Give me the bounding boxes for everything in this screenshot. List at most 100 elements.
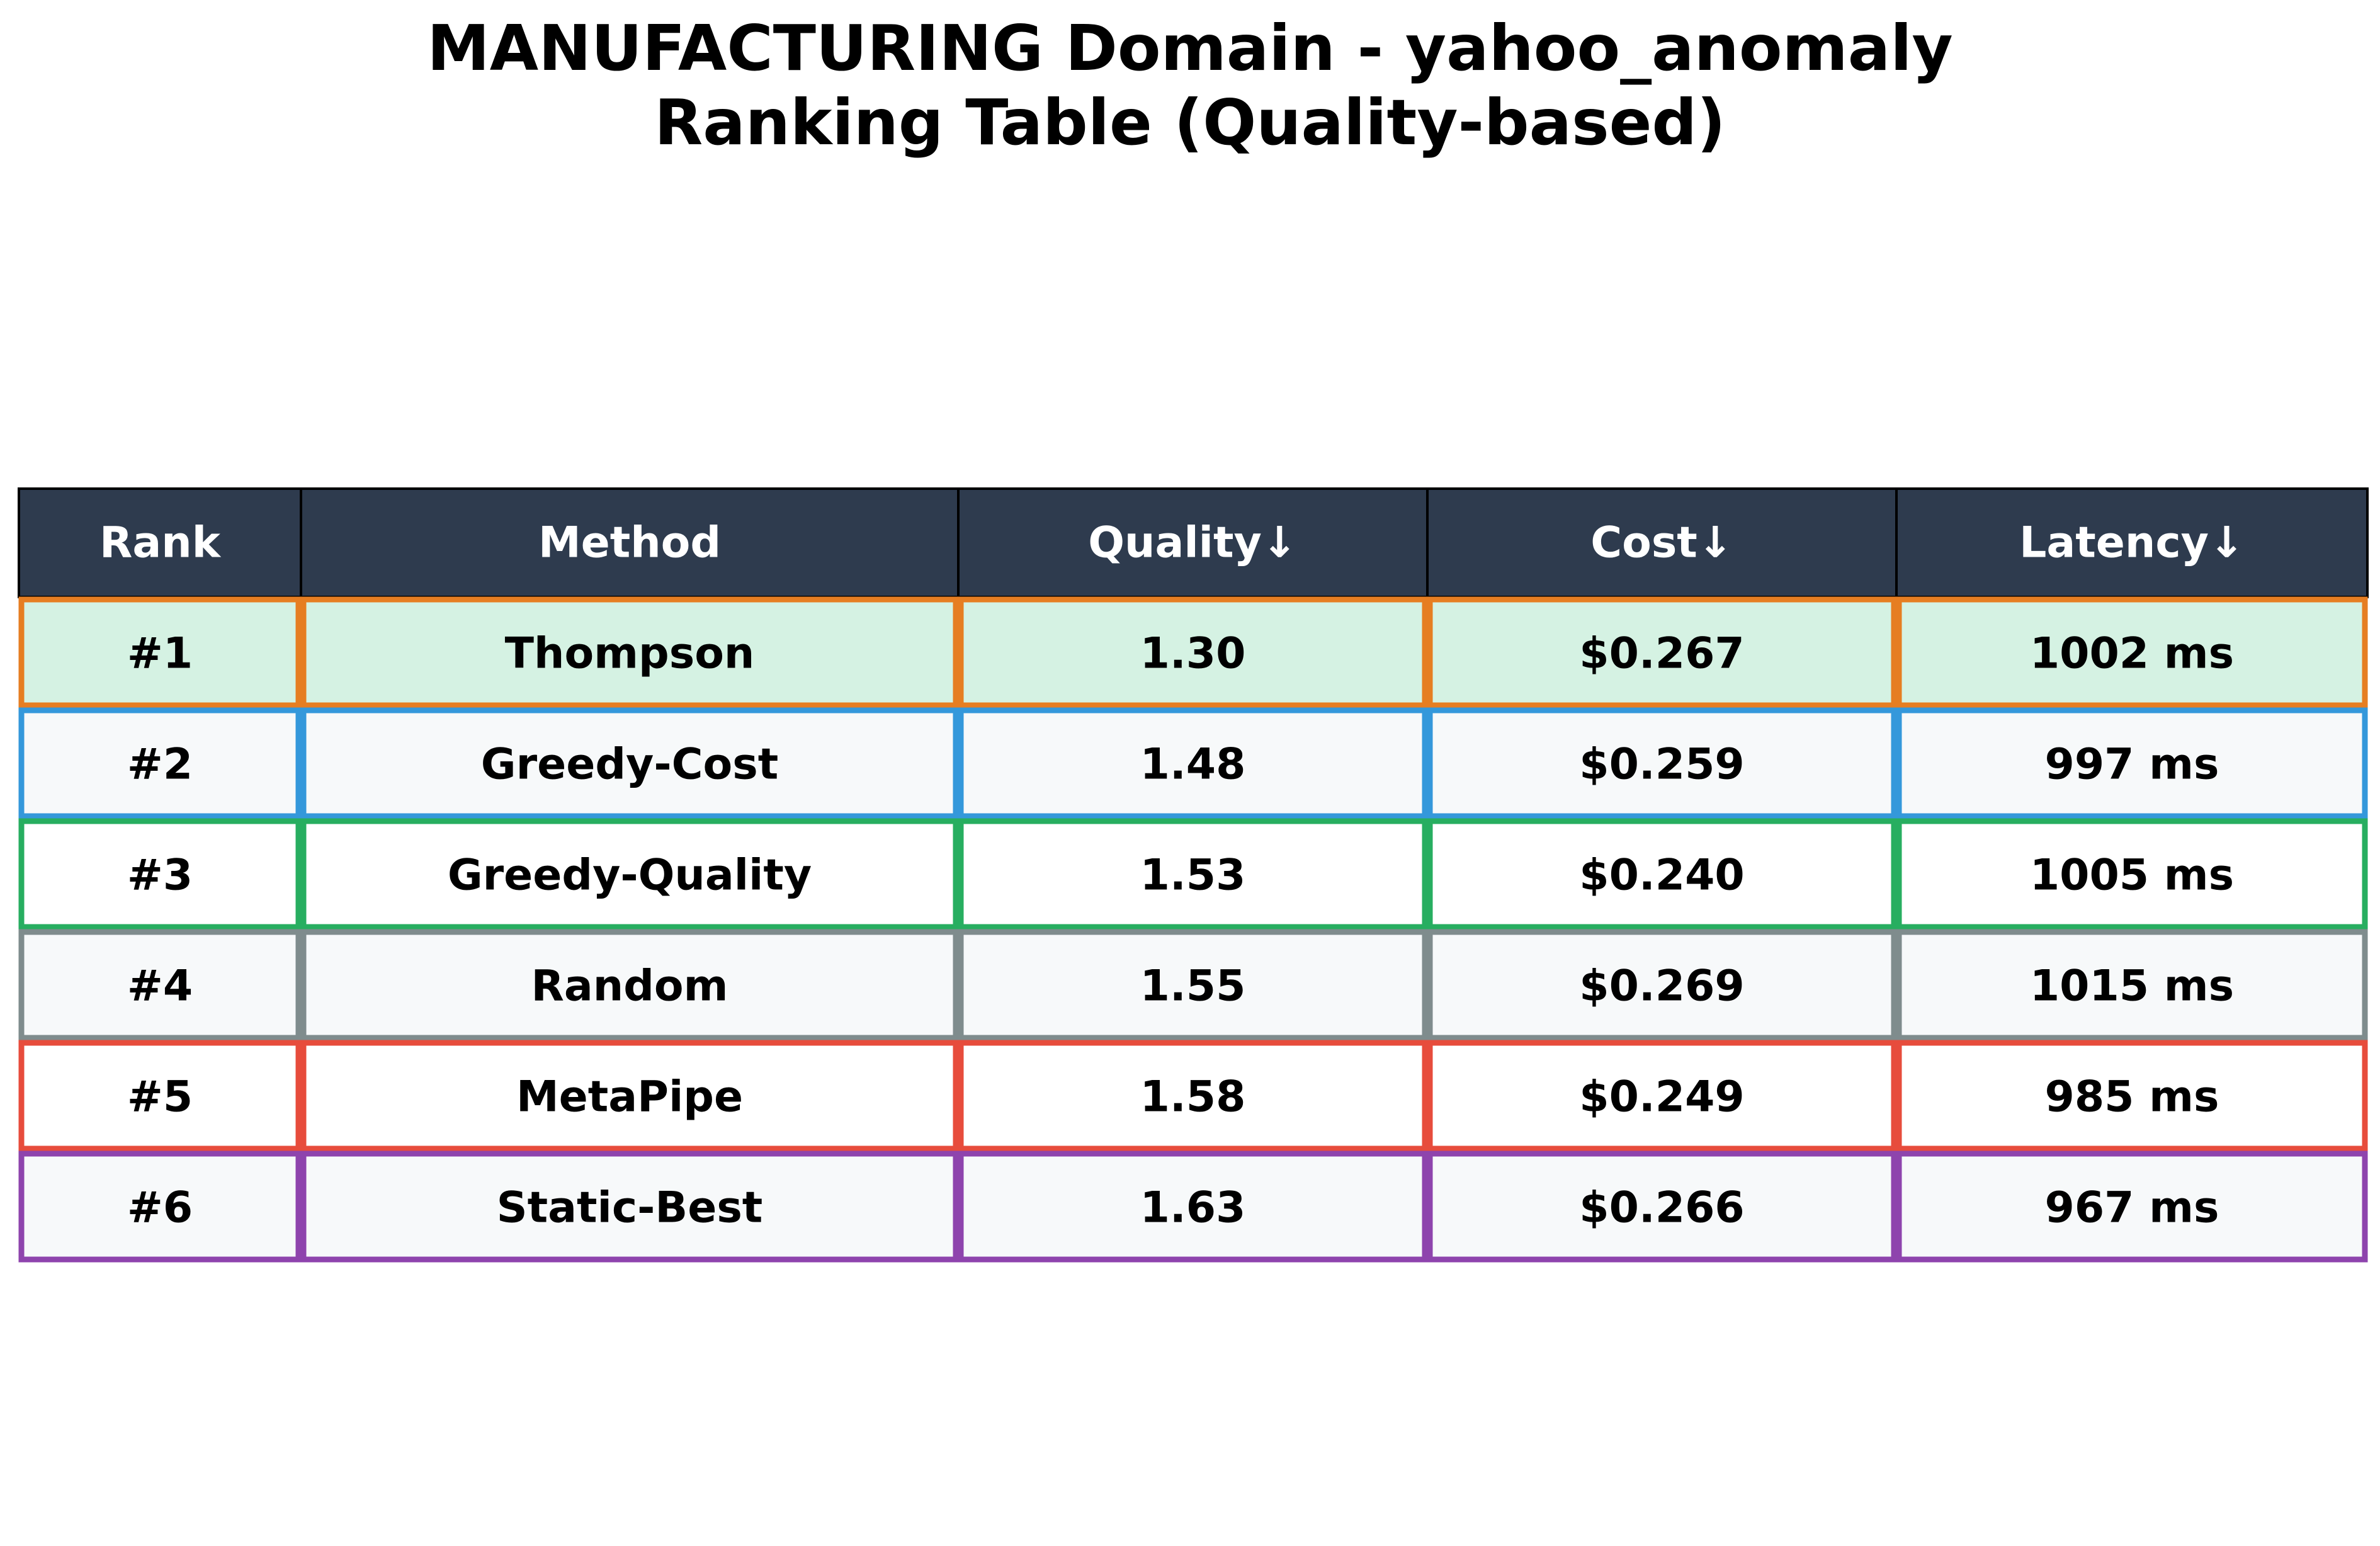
table-cell bbox=[958, 819, 1427, 929]
rank-cell-text: #3 bbox=[127, 851, 193, 901]
method-cell-text: Static-Best bbox=[497, 1183, 763, 1233]
table-cell bbox=[19, 819, 301, 929]
column-header: Latency↓ bbox=[2019, 518, 2245, 568]
cost-cell-text: $0.259 bbox=[1579, 740, 1744, 790]
table-cell bbox=[1427, 929, 1896, 1040]
cell-border bbox=[958, 929, 1428, 1041]
cell-border bbox=[1427, 818, 1897, 930]
table-cell bbox=[1896, 929, 2367, 1040]
table-cell bbox=[1896, 1040, 2367, 1151]
table-cell bbox=[301, 1040, 958, 1151]
cell-border bbox=[1896, 818, 2368, 930]
table-cell bbox=[19, 1040, 301, 1151]
table-cell bbox=[1427, 597, 1896, 708]
cell-border bbox=[1896, 929, 2368, 1041]
cell-border bbox=[1427, 1040, 1897, 1152]
cell-border bbox=[300, 707, 959, 819]
method-cell-text: Random bbox=[531, 962, 728, 1011]
quality-cell-text: 1.55 bbox=[1140, 962, 1246, 1011]
table-cell bbox=[958, 929, 1427, 1040]
latency-cell-text: 1002 ms bbox=[2030, 629, 2234, 679]
quality-cell-text: 1.30 bbox=[1140, 629, 1246, 679]
cell-border bbox=[18, 707, 302, 819]
cell-border bbox=[1896, 1151, 2368, 1263]
quality-cell-text: 1.53 bbox=[1140, 851, 1246, 901]
latency-cell-text: 1005 ms bbox=[2030, 851, 2234, 901]
column-header: Quality↓ bbox=[1088, 518, 1298, 568]
header-cell bbox=[1426, 487, 1898, 598]
table-cell bbox=[301, 929, 958, 1040]
cell-border bbox=[1896, 707, 2368, 819]
table-cell bbox=[958, 1040, 1427, 1151]
cost-cell-text: $0.267 bbox=[1579, 629, 1744, 679]
cell-border bbox=[1427, 596, 1897, 708]
cell-border bbox=[1427, 929, 1897, 1041]
method-cell-text: MetaPipe bbox=[516, 1072, 743, 1122]
table-cell bbox=[1896, 819, 2367, 929]
cost-cell-text: $0.249 bbox=[1579, 1072, 1744, 1122]
table-cell bbox=[19, 1151, 301, 1262]
cell-border bbox=[1896, 596, 2368, 708]
table-cell bbox=[301, 1151, 958, 1262]
table-cell bbox=[19, 929, 301, 1040]
cell-border bbox=[300, 596, 959, 708]
cost-cell-text: $0.266 bbox=[1579, 1183, 1744, 1233]
table-row: #6 Static-Best 1.63 $0.266 967 ms bbox=[18, 1151, 2368, 1263]
cell-border bbox=[18, 929, 302, 1041]
cell-border bbox=[958, 818, 1428, 930]
quality-cell-text: 1.63 bbox=[1140, 1183, 1246, 1233]
column-header: Cost↓ bbox=[1590, 518, 1733, 568]
method-cell-text: Greedy-Quality bbox=[448, 851, 812, 901]
cell-border bbox=[300, 1040, 959, 1152]
cost-cell-text: $0.269 bbox=[1579, 962, 1744, 1011]
quality-cell-text: 1.58 bbox=[1140, 1072, 1246, 1122]
rank-cell-text: #6 bbox=[127, 1183, 193, 1233]
cell-border bbox=[958, 1040, 1428, 1152]
cell-border bbox=[958, 707, 1428, 819]
cell-border bbox=[300, 818, 959, 930]
latency-cell-text: 985 ms bbox=[2045, 1072, 2219, 1122]
cell-border bbox=[1427, 1151, 1897, 1263]
latency-cell-text: 967 ms bbox=[2045, 1183, 2219, 1233]
table-cell bbox=[301, 819, 958, 929]
method-cell-text: Thompson bbox=[505, 629, 755, 679]
table-row: #3 Greedy-Quality 1.53 $0.240 1005 ms bbox=[18, 818, 2368, 930]
table-cell bbox=[1896, 708, 2367, 819]
cell-border bbox=[1896, 1040, 2368, 1152]
table-cell bbox=[1896, 1151, 2367, 1262]
chart-title-block: MANUFACTURING Domain - yahoo_anomaly Ran… bbox=[0, 11, 2380, 160]
table-cell bbox=[301, 597, 958, 708]
header-cell bbox=[1895, 487, 2369, 598]
table-cell bbox=[958, 597, 1427, 708]
cell-border bbox=[18, 596, 302, 708]
table-row: #4 Random 1.55 $0.269 1015 ms bbox=[18, 929, 2368, 1041]
table-row: #1 Thompson 1.30 $0.267 1002 ms bbox=[18, 596, 2368, 708]
table-cell bbox=[19, 708, 301, 819]
table-cell bbox=[301, 708, 958, 819]
table-row: #5 MetaPipe 1.58 $0.249 985 ms bbox=[18, 1040, 2368, 1152]
table-row: #2 Greedy-Cost 1.48 $0.259 997 ms bbox=[18, 707, 2368, 819]
chart-subtitle: Ranking Table (Quality-based) bbox=[654, 86, 1726, 159]
quality-cell-text: 1.48 bbox=[1140, 740, 1246, 790]
latency-cell-text: 1015 ms bbox=[2030, 962, 2234, 1011]
cell-border bbox=[1427, 707, 1897, 819]
table-header: Rank Method Quality↓ Cost↓ Latency↓ bbox=[18, 487, 2369, 598]
chart-title: MANUFACTURING Domain - yahoo_anomaly bbox=[427, 11, 1953, 85]
rank-cell-text: #5 bbox=[127, 1072, 193, 1122]
table-cell bbox=[958, 1151, 1427, 1262]
table-cell bbox=[1427, 1151, 1896, 1262]
cell-border bbox=[18, 1151, 302, 1263]
cell-border bbox=[958, 1151, 1428, 1263]
table-cell bbox=[1896, 597, 2367, 708]
cost-cell-text: $0.240 bbox=[1579, 851, 1744, 901]
latency-cell-text: 997 ms bbox=[2045, 740, 2219, 790]
method-cell-text: Greedy-Cost bbox=[481, 740, 778, 790]
rank-cell-text: #2 bbox=[127, 740, 193, 790]
table-cell bbox=[958, 708, 1427, 819]
table-cell bbox=[19, 597, 301, 708]
cell-border bbox=[958, 596, 1428, 708]
rank-cell-text: #4 bbox=[127, 962, 193, 1011]
cell-border bbox=[18, 818, 302, 930]
table-cell bbox=[1427, 1040, 1896, 1151]
